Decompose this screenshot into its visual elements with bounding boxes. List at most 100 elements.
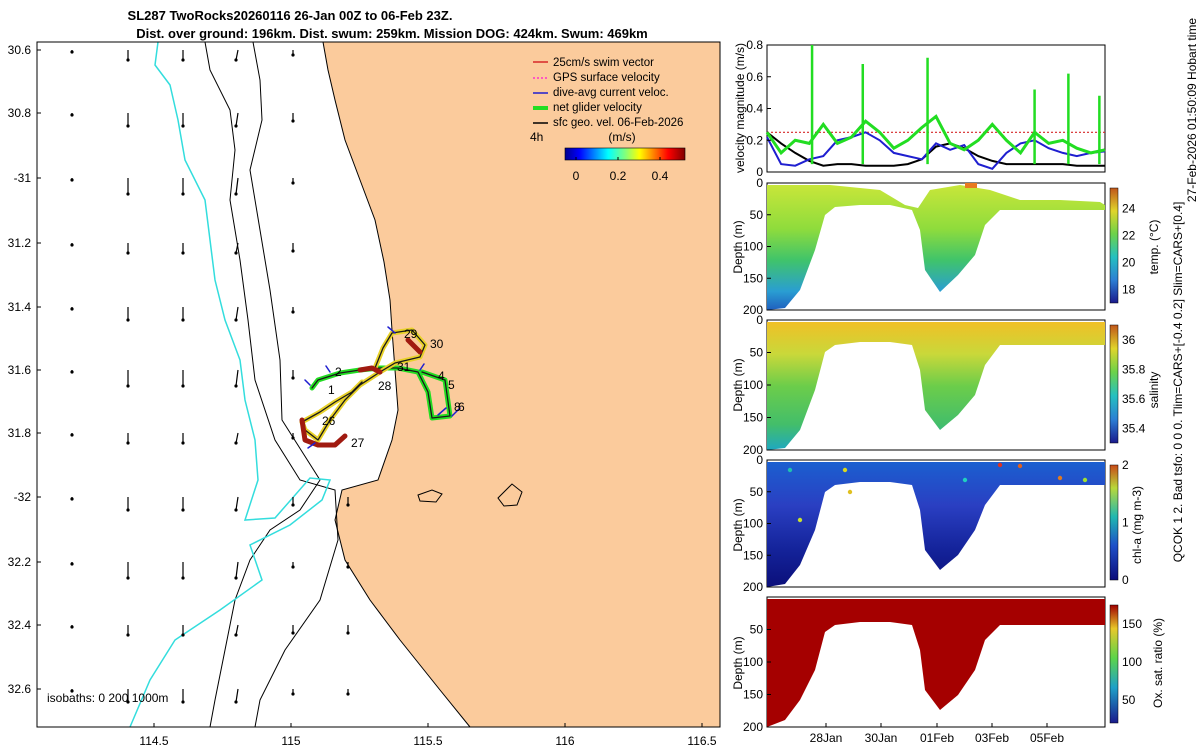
velocity-series-line	[766, 131, 1106, 170]
geo-vector	[235, 306, 239, 321]
legend-label: dive-avg current veloc.	[553, 87, 669, 99]
geo-vector-head	[234, 700, 238, 704]
track-labels: 1 2 4 5 6 8 26 27 28 29 30 31	[322, 327, 465, 450]
geo-vector-head	[234, 576, 238, 580]
date-tick-label: 30Jan	[865, 731, 898, 745]
timestamp-label: 27-Feb-2026 01:50:09 Hobart time	[1185, 18, 1199, 202]
oxygen-cbar-label: Ox. sat. ratio (%)	[1151, 618, 1165, 708]
lat-tick-label: -32	[14, 490, 32, 504]
geo-vector-head	[291, 436, 295, 440]
track-label: 2	[335, 365, 342, 379]
depth-tick-label: 50	[750, 623, 764, 637]
geo-vector-head	[234, 508, 238, 512]
date-tick-label: 05Feb	[1030, 731, 1064, 745]
geo-vector-head	[234, 384, 238, 388]
geo-vector-head	[234, 192, 238, 196]
title-line-1: SL287 TwoRocks20260116 26-Jan 00Z to 06-…	[128, 8, 453, 23]
chlorophyll-ticks: 0 50 100 150 200 0 1 2	[743, 453, 1129, 594]
cbar-tick-label: 20	[1122, 255, 1136, 269]
cbar-tick-label: 2	[1122, 458, 1129, 472]
geo-vector-head	[181, 441, 185, 445]
cbar-tick-label: 50	[1122, 693, 1136, 707]
depth-tick-label: 150	[743, 688, 763, 702]
geo-vector-head	[181, 192, 185, 196]
chlorophyll-cbar-label: chl-a (mg m-3)	[1130, 486, 1144, 564]
title-line-2: Dist. over ground: 196km. Dist. swum: 25…	[136, 26, 648, 41]
chl-sample-dot	[1017, 463, 1023, 469]
lat-tick-label: 30.8	[8, 106, 32, 120]
geo-vector-head	[346, 503, 350, 507]
oxygen-colorbar	[1109, 604, 1119, 724]
geo-vector	[235, 242, 239, 254]
depth-tick-label: 150	[743, 271, 763, 285]
lon-tick-label: 115.5	[413, 734, 442, 748]
cbar-tick-label: 100	[1122, 655, 1142, 669]
geo-vector-head	[70, 50, 74, 54]
track-label: 8	[454, 400, 461, 414]
velocity-lines	[765, 45, 1106, 170]
depth-tick-label: 0	[756, 313, 763, 327]
track-label: 29	[404, 327, 418, 341]
geo-vector-head	[181, 384, 185, 388]
velocity-ytick-label: 0.6	[746, 70, 763, 84]
geo-vector-head	[291, 310, 295, 314]
speed-colorbar	[564, 147, 686, 161]
chl-sample-dot	[842, 467, 848, 473]
cbar-tick-label: 0	[1122, 573, 1129, 587]
isobath-1000	[209, 41, 321, 728]
interval-label: 4h	[530, 130, 543, 144]
geo-vector	[235, 688, 239, 703]
map-land	[323, 42, 720, 727]
legend-label: sfc geo. vel. 06-Feb-2026	[553, 117, 683, 129]
velocity-axes	[766, 44, 1106, 173]
geo-vector-head	[291, 503, 295, 507]
depth-tick-label: 200	[743, 443, 763, 457]
geo-vector-head	[70, 113, 74, 117]
geo-vector	[235, 561, 239, 579]
lon-tick-label: 115	[281, 734, 300, 748]
geo-vector-head	[346, 692, 350, 696]
cbar-tick-label: 36	[1122, 333, 1136, 347]
colorbar-units: (m/s)	[608, 130, 635, 144]
depth-tick-label: 200	[743, 580, 763, 594]
geo-vector-head	[70, 497, 74, 501]
geo-vector-head	[126, 251, 130, 255]
geo-vector-head	[70, 178, 74, 182]
cbar-tick-label: 24	[1122, 201, 1136, 215]
track-label: 27	[351, 436, 365, 450]
isobath-200	[204, 41, 339, 728]
geo-vector-head	[70, 625, 74, 629]
velocity-ytick-label: 0.8	[746, 38, 763, 52]
chl-sample-dot	[1082, 477, 1088, 483]
velocity-ytick-label: 0	[756, 165, 763, 179]
lat-tick-label: 31.8	[8, 426, 32, 440]
velocity-ylabel: velocity magnitude (m/s)	[733, 43, 747, 173]
geo-vector-head	[181, 318, 185, 322]
island-2	[497, 483, 523, 507]
track-label: 4	[438, 369, 445, 383]
chlorophyll-panel: Depth (m) chl-a (mg m-3) 0 50 100 150 200 0 1 2	[731, 453, 1144, 594]
lon-tick-label: 116.5	[687, 734, 716, 748]
depth-tick-label: 100	[743, 378, 763, 392]
cbar-tick-label: 18	[1122, 282, 1136, 296]
chlorophyll-colorbar	[1109, 464, 1119, 581]
qc-label: QCOK 1 2. Bad tsfo: 0 0 0. Tlim=CARS+[-0…	[1171, 202, 1185, 563]
geo-vector-head	[291, 181, 295, 185]
depth-tick-label: 100	[743, 517, 763, 531]
salinity-cbar-label: salinity	[1147, 372, 1161, 409]
temperature-section	[767, 185, 1105, 310]
track-label: 1	[328, 383, 335, 397]
oxygen-section	[767, 599, 1105, 727]
date-tick-label: 28Jan	[810, 731, 843, 745]
geo-vector	[235, 369, 239, 387]
isobaths-label: isobaths: 0 200 1000m	[47, 691, 168, 705]
chl-sample-dot	[797, 517, 803, 523]
glider-track	[299, 326, 461, 449]
chlorophyll-section	[767, 462, 1105, 587]
geo-vector-head	[70, 689, 74, 693]
temperature-cbar-label: temp. (°C)	[1147, 220, 1161, 275]
chl-sample-dot	[847, 489, 853, 495]
geo-vector-head	[126, 700, 130, 704]
map-panel: 1 2 4 5 6 8 26 27 28 29 30 31 25cm/s swi…	[8, 41, 721, 748]
